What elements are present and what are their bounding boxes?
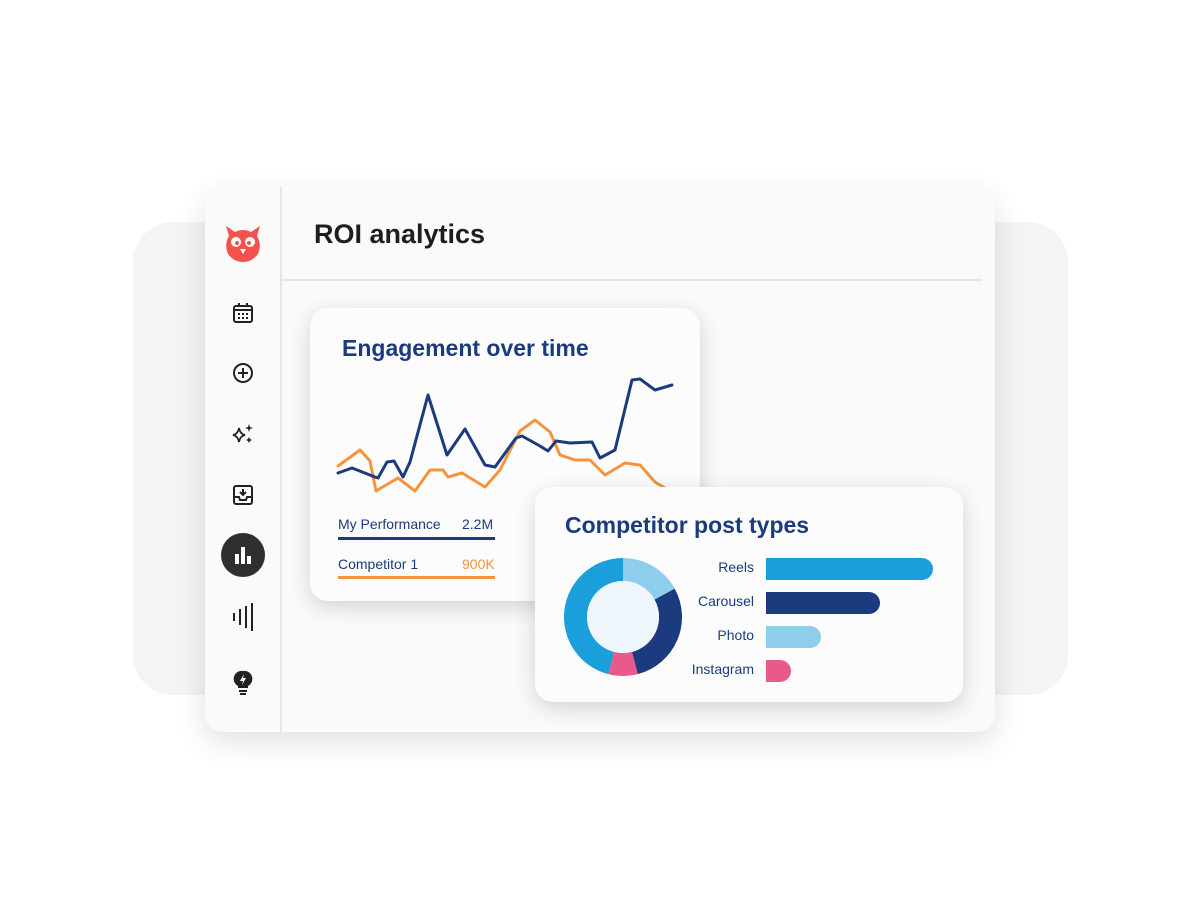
sidebar-item-inbox[interactable] [221, 473, 265, 517]
sidebar [205, 187, 282, 732]
legend-competitor-line [338, 576, 495, 579]
legend-my-performance-line [338, 537, 495, 540]
legend-my-performance-label: My Performance [338, 516, 441, 532]
legend-competitor-value: 900K [462, 556, 495, 572]
donut-slice [631, 588, 682, 675]
legend-my-performance-value: 2.2M [462, 516, 494, 532]
competitor-title: Competitor post types [565, 512, 810, 538]
bar-chart-icon [235, 547, 251, 564]
sparkles-icon [232, 424, 253, 443]
owl-logo-icon[interactable] [222, 222, 264, 264]
bar [766, 592, 880, 614]
bar-label: Reels [718, 559, 754, 575]
competitor-series-line [336, 418, 667, 493]
header: ROI analytics [282, 187, 982, 281]
engagement-title: Engagement over time [342, 335, 589, 361]
donut-slice [608, 651, 638, 676]
donut-slice [623, 558, 675, 600]
audio-bars-icon [233, 603, 253, 631]
sidebar-item-calendar[interactable] [221, 291, 265, 335]
sidebar-item-analytics[interactable] [221, 533, 265, 577]
bar-label: Carousel [697, 593, 754, 609]
sidebar-item-insights[interactable] [221, 661, 265, 705]
page-title: ROI analytics [314, 219, 486, 249]
bar [766, 660, 792, 682]
bar-label: Photo [717, 627, 754, 643]
bar [766, 626, 822, 648]
sidebar-item-listening[interactable] [221, 595, 265, 639]
bar-label: Instagram [691, 661, 754, 677]
sidebar-item-ai[interactable] [221, 412, 265, 456]
calendar-icon [233, 303, 253, 323]
donut-center [587, 581, 659, 653]
bar [766, 558, 933, 580]
legend-competitor-label: Competitor 1 [338, 556, 419, 572]
my-performance-series-line [336, 377, 674, 480]
inbox-icon [233, 485, 253, 505]
competitor-card: Competitor post types Reels Carousel Photo… [535, 487, 963, 702]
sidebar-item-create[interactable] [221, 351, 265, 395]
post-type-donut [564, 558, 682, 676]
plus-circle-icon [233, 363, 253, 383]
donut-slice [564, 558, 623, 675]
lightbulb-icon [233, 670, 253, 695]
